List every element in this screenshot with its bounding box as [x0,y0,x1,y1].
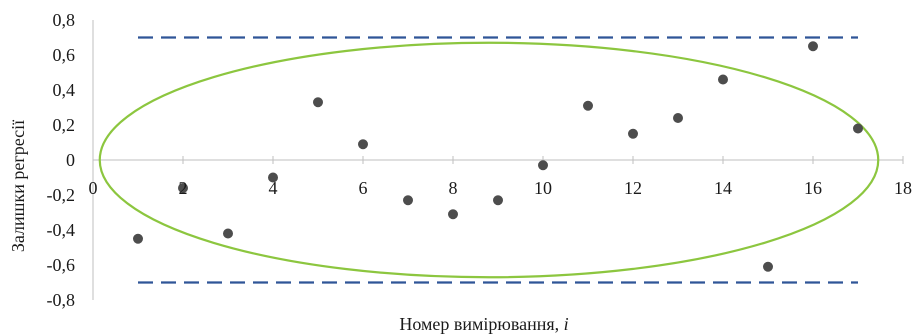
y-axis-title: Залишки регресії [8,120,28,252]
x-tick-label: 18 [894,178,912,198]
data-point [223,228,233,239]
x-tick-label: 16 [804,178,822,198]
x-axis-title: Номер вимірювання, i [399,314,568,334]
y-tick-label: 0,2 [53,115,76,135]
x-tick-label: 2 [179,178,188,198]
x-tick-label: 12 [624,178,642,198]
data-point [133,233,143,244]
data-point [718,74,728,85]
data-point [853,123,863,134]
x-tick-label: 10 [534,178,552,198]
x-tick-label: 4 [269,178,278,198]
data-point [403,195,413,206]
x-tick-label: 8 [449,178,458,198]
data-point [358,139,368,150]
data-point [493,195,503,206]
plot-area [92,20,904,300]
data-point [268,172,278,183]
data-point [313,97,323,108]
data-point [178,183,188,193]
x-tick-label: 0 [89,178,98,198]
x-axis-title-text: Номер вимірювання, [399,314,563,334]
x-tick-label: 6 [359,178,368,198]
y-tick-label: 0,4 [53,80,76,100]
tick-labels: -0,8 -0,6 -0,4 -0,2 0 0,2 0,4 0,6 0,8 0 2 4 6 8 10 12 14… [47,10,912,310]
y-tick-label: -0,2 [47,185,76,205]
y-tick-label: -0,8 [47,290,76,310]
data-point [808,41,818,52]
x-axis-variable: i [564,314,569,334]
y-tick-label: 0,6 [53,45,76,65]
y-tick-label: -0,6 [47,255,76,275]
y-tick-label: -0,4 [47,220,76,240]
data-point [628,128,638,139]
data-point [538,160,548,171]
data-point [763,261,773,272]
data-point [448,209,458,220]
y-tick-label: 0,8 [53,10,76,30]
data-point [673,113,683,123]
highlight-ellipse [98,41,880,279]
data-point [583,100,593,111]
x-tick-label: 14 [714,178,732,198]
y-tick-label: 0 [66,150,75,170]
